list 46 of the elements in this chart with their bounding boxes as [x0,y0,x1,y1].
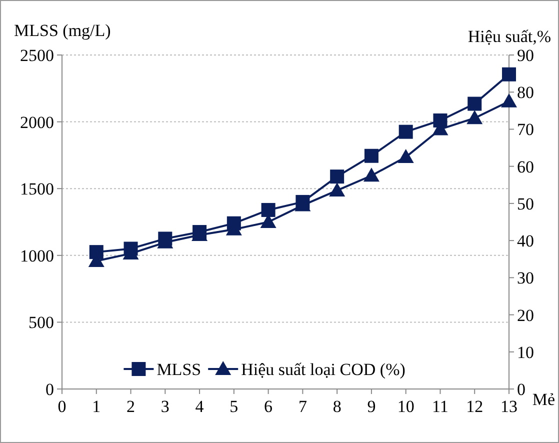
y-tick-label: 2500 [20,46,54,65]
point [466,110,483,124]
x-tick-label: 9 [367,397,376,416]
y-tick-label: 1000 [20,246,54,266]
x-tick-label: 7 [298,397,308,416]
x-tick-label: 0 [58,397,66,416]
x-tick-label: 5 [230,397,238,416]
y2-axis-title: Hiệu suất,% [468,27,551,46]
y2-tick-label: 60 [517,157,534,176]
x-tick-label: 8 [332,397,342,416]
point [363,168,380,182]
point [261,202,276,217]
y2-tick-label: 0 [517,380,526,399]
y-tick-label: 2000 [20,112,54,132]
y2-tick-label: 20 [517,306,534,325]
legend-label: Hiệu suất loại COD (%) [241,360,406,379]
y-tick-label: 0 [46,380,54,399]
legend-label: MLSS [156,360,202,379]
point [398,149,414,164]
x-tick-label: 10 [397,397,414,416]
x-tick-label: 2 [126,397,136,416]
y2-tick-label: 50 [517,194,534,214]
point [329,182,346,196]
y2-tick-label: 80 [517,83,534,102]
point [468,96,482,111]
x-tick-label: 11 [432,397,448,416]
y2-tick-label: 30 [517,268,534,288]
x-tick-label: 3 [160,397,170,416]
point [502,67,516,82]
point [364,148,378,163]
y-axis-title: MLSS (mg/L) [14,21,111,40]
y2-tick-label: 10 [517,342,534,362]
y2-tick-label: 90 [517,46,534,65]
y-tick-label: 1500 [20,180,54,199]
y-tick-label: 500 [28,313,54,332]
point [398,124,413,139]
x-tick-label: 1 [92,397,101,416]
y2-tick-label: 70 [517,120,534,140]
x-tick-label: 6 [264,397,273,416]
point [501,93,517,108]
x-axis-title: Mẻ [532,390,555,409]
x-tick-label: 4 [195,397,204,416]
x-tick-label: 12 [466,397,484,416]
point [330,170,344,184]
y2-tick-label: 40 [517,232,534,251]
x-tick-label: 13 [500,397,518,416]
